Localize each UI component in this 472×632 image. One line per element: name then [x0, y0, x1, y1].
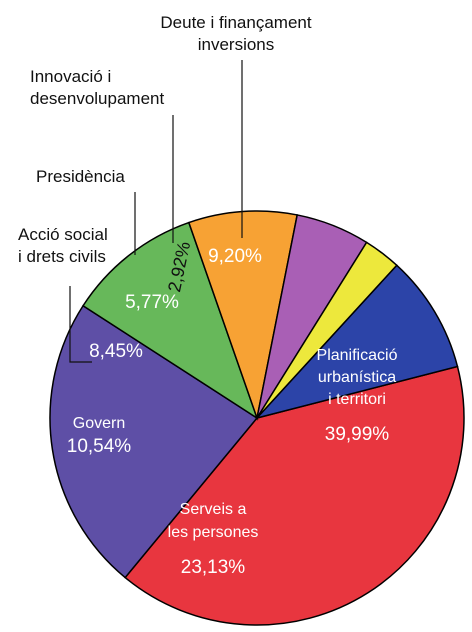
leader-lines: [69, 60, 243, 363]
slice-value-label: 10,54%: [67, 436, 132, 457]
slice-label: Innovació i: [30, 67, 111, 86]
slice-label: inversions: [198, 35, 275, 54]
slice-label: i territori: [328, 391, 386, 408]
slice-label: Acció social: [18, 225, 108, 244]
pie-labels: Planificació urbanística i territori 39,99%…: [18, 13, 398, 578]
slice-label: Govern: [73, 415, 125, 432]
slice-planificacio-urbanistica-i-territori: [124, 365, 465, 626]
slice-label: Serveis a: [180, 501, 247, 518]
slice-value-label: 23,13%: [181, 557, 246, 578]
pie-slices: [49, 210, 465, 626]
slice-label: les persones: [168, 524, 259, 541]
slice-value-label: 8,45%: [89, 341, 143, 362]
slice-deute-i-financament-inversions: [254, 264, 459, 420]
slice-label: urbanística: [318, 369, 396, 386]
slice-serveis-a-les-persones: [49, 304, 259, 579]
slice-label: Presidència: [36, 167, 125, 186]
slice-value-label: 5,77%: [125, 292, 179, 313]
slice-value-label: 39,99%: [325, 424, 390, 445]
slice-label: Planificació: [317, 347, 398, 364]
leader-line: [69, 286, 92, 363]
slice-value-label: 9,20%: [208, 246, 262, 267]
slice-govern: [82, 221, 259, 420]
slice-label: desenvolupament: [30, 89, 164, 108]
slice-label: i drets civils: [18, 247, 106, 266]
slice-label: Deute i finançament: [160, 13, 311, 32]
